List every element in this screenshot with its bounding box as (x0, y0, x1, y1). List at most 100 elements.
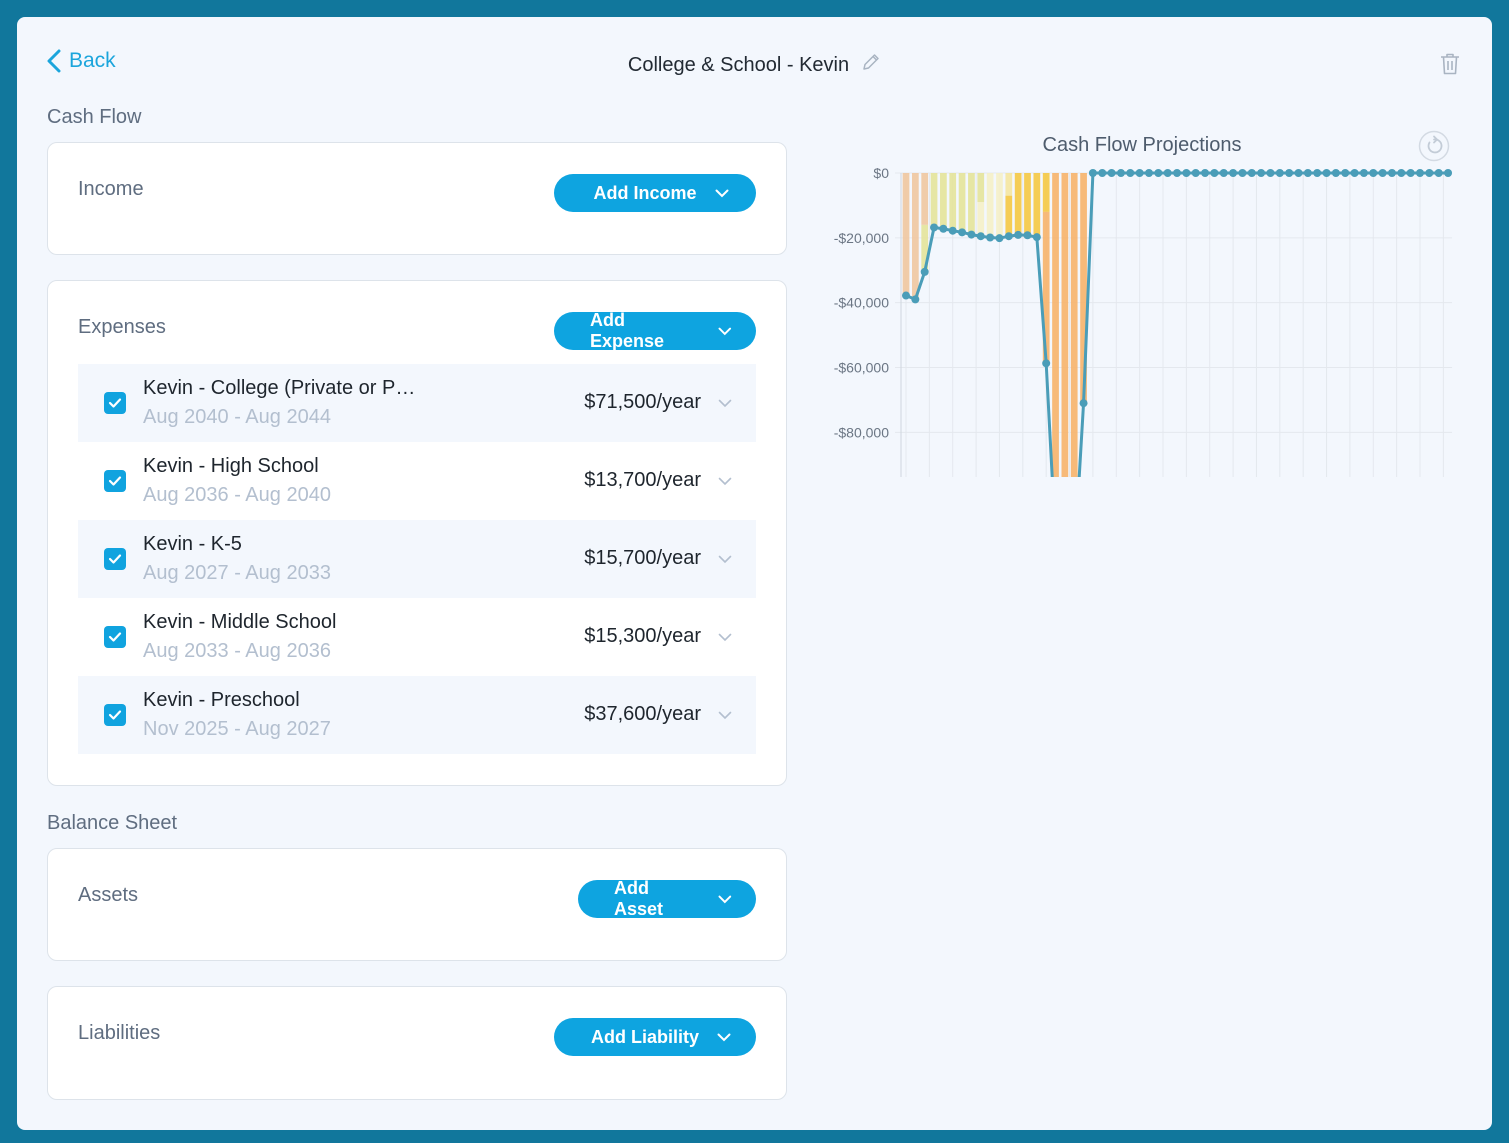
expand-expense-button[interactable] (718, 551, 732, 569)
bar-segment (1042, 211, 1050, 364)
income-title: Income (78, 178, 144, 200)
data-point (1303, 169, 1312, 177)
data-point (1397, 169, 1406, 177)
expense-name: Kevin - College (Private or P… (143, 377, 416, 399)
expense-checkbox[interactable] (104, 548, 126, 570)
data-point (1107, 169, 1116, 177)
expense-amount: $37,600/year (584, 703, 701, 725)
data-point (1163, 169, 1172, 177)
expand-expense-button[interactable] (718, 629, 732, 647)
checkmark-icon (108, 710, 122, 720)
assets-card: Assets Add Asset (47, 848, 787, 961)
chevron-down-icon (718, 555, 732, 564)
data-point (1322, 169, 1331, 177)
bar-segment (1052, 173, 1059, 477)
data-point (1173, 169, 1182, 177)
expense-checkbox[interactable] (104, 392, 126, 414)
expand-expense-button[interactable] (718, 395, 732, 413)
data-point (958, 228, 967, 237)
data-point (911, 295, 920, 304)
trash-icon (1441, 53, 1459, 75)
bar-segment (1014, 173, 1022, 235)
add-asset-button[interactable]: Add Asset (578, 878, 756, 919)
bar-segment (977, 202, 985, 237)
data-point (1369, 169, 1378, 177)
expand-expense-button[interactable] (718, 707, 732, 725)
reset-icon (1418, 130, 1450, 162)
bar-segment (911, 173, 919, 300)
chevron-down-icon (718, 711, 732, 720)
data-point (1275, 169, 1284, 177)
cash-flow-section-label: Cash Flow (47, 106, 142, 128)
data-point (1350, 169, 1359, 177)
expense-amount: $15,300/year (584, 625, 701, 647)
data-point (1098, 169, 1107, 177)
pencil-icon (863, 54, 879, 70)
bar-segment (1033, 173, 1041, 238)
y-tick-label: -$40,000 (834, 295, 889, 311)
expand-expense-button[interactable] (718, 473, 732, 491)
add-expense-label: Add Expense (590, 310, 665, 351)
expense-name: Kevin - Preschool (143, 689, 300, 711)
expense-row[interactable]: Kevin - High School Aug 2036 - Aug 2040 … (78, 442, 756, 520)
expense-row[interactable]: Kevin - Middle School Aug 2033 - Aug 203… (78, 598, 756, 676)
edit-title-button[interactable] (861, 52, 881, 78)
data-point (1014, 230, 1023, 239)
expense-amount: $13,700/year (584, 469, 701, 491)
data-point (939, 224, 948, 233)
expense-dates: Aug 2040 - Aug 2044 (143, 406, 331, 428)
data-point (1257, 169, 1266, 177)
chevron-down-icon (718, 327, 732, 335)
expense-amount: $71,500/year (584, 391, 701, 413)
data-point (1266, 169, 1275, 177)
data-point (902, 291, 910, 300)
chevron-down-icon (718, 895, 732, 903)
income-card: Income Add Income (47, 142, 787, 255)
data-point (1126, 169, 1135, 177)
data-point (1032, 233, 1041, 242)
expense-dates: Aug 2027 - Aug 2033 (143, 562, 331, 584)
reset-chart-button[interactable] (1418, 130, 1450, 167)
bar-segment (1005, 195, 1013, 237)
add-expense-button[interactable]: Add Expense (554, 310, 756, 351)
checkmark-icon (108, 476, 122, 486)
data-point (1313, 169, 1322, 177)
data-point (920, 267, 929, 276)
add-liability-button[interactable]: Add Liability (554, 1018, 756, 1056)
expense-row[interactable]: Kevin - Preschool Nov 2025 - Aug 2027 $3… (78, 676, 756, 754)
expense-name: Kevin - Middle School (143, 611, 337, 633)
expense-dates: Aug 2036 - Aug 2040 (143, 484, 331, 506)
expense-row[interactable]: Kevin - K-5 Aug 2027 - Aug 2033 $15,700/… (78, 520, 756, 598)
data-point (1434, 169, 1443, 177)
expense-checkbox[interactable] (104, 626, 126, 648)
bar-segment (1042, 173, 1050, 212)
y-tick-label: -$60,000 (834, 360, 889, 376)
data-point (1285, 169, 1294, 177)
delete-button[interactable] (1439, 52, 1461, 81)
checkmark-icon (108, 398, 122, 408)
data-point (1247, 169, 1256, 177)
bar-segment (996, 173, 1003, 239)
back-button[interactable]: Back (47, 49, 116, 73)
add-income-label: Add Income (593, 182, 697, 203)
data-point (1116, 169, 1125, 177)
expense-checkbox[interactable] (104, 704, 126, 726)
expenses-card: Expenses Add Expense Kevin - College (Pr… (47, 280, 787, 786)
data-point (1201, 169, 1210, 177)
bar-segment (921, 224, 929, 272)
expense-row[interactable]: Kevin - College (Private or P… Aug 2040 … (78, 364, 756, 442)
goal-panel: Back College & School - Kevin Cash Flow … (17, 17, 1492, 1130)
y-tick-label: $0 (873, 165, 889, 181)
bar-segment (949, 173, 957, 231)
data-point (1238, 169, 1247, 177)
page-title-wrap: College & School - Kevin (17, 52, 1492, 78)
data-point (967, 230, 976, 239)
data-point (1182, 169, 1191, 177)
add-income-button[interactable]: Add Income (554, 174, 756, 212)
chevron-down-icon (718, 399, 732, 408)
assets-title: Assets (78, 884, 139, 906)
back-label: Back (69, 49, 116, 72)
bar-segment (1061, 173, 1069, 477)
cash-flow-chart: $0-$20,000-$40,000-$60,000-$80,000-$100,… (834, 165, 1453, 477)
expense-checkbox[interactable] (104, 470, 126, 492)
